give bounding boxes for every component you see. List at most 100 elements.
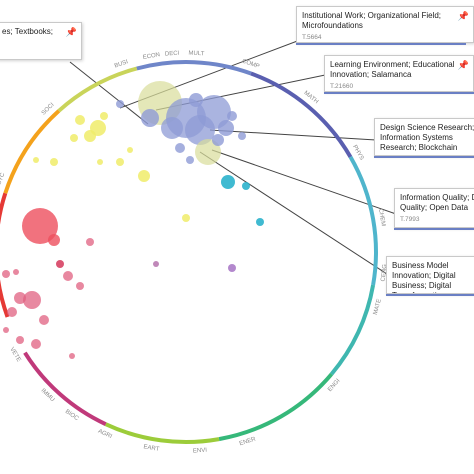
subject-ring xyxy=(0,60,378,444)
topic-bubble[interactable] xyxy=(31,339,41,349)
subject-label: ENVI xyxy=(193,448,208,455)
topic-bubble[interactable] xyxy=(227,111,237,121)
ring-segment xyxy=(3,109,61,194)
subject-label: EART xyxy=(143,444,160,453)
ring-segment xyxy=(329,284,376,376)
topic-bubble[interactable] xyxy=(161,117,183,139)
pin-icon[interactable]: 📌 xyxy=(457,60,469,70)
topic-bubble[interactable] xyxy=(141,109,159,127)
subject-label: ECON xyxy=(142,52,160,61)
topic-bubble[interactable] xyxy=(228,264,236,272)
tooltip-title: Design Science Research; Information Sys… xyxy=(380,123,474,152)
topic-bubble[interactable] xyxy=(56,260,64,268)
topic-bubble[interactable] xyxy=(182,214,190,222)
topic-bubble[interactable] xyxy=(212,134,224,146)
topic-bubble[interactable] xyxy=(3,327,9,333)
topic-bubble[interactable] xyxy=(33,157,39,163)
tooltip-title: Learning Environment; Educational Innova… xyxy=(330,60,455,79)
tooltip-2[interactable]: Learning Environment; Educational Innova… xyxy=(324,55,474,92)
tooltip-id: T.7993 xyxy=(400,216,420,223)
tooltip-5-accent xyxy=(386,294,474,296)
ring-segment xyxy=(250,71,353,159)
topic-bubble[interactable] xyxy=(50,158,58,166)
pin-icon[interactable]: 📌 xyxy=(65,27,77,37)
subject-label: VETE xyxy=(8,347,21,364)
subject-label: BUSI xyxy=(114,59,130,69)
subject-label: ENER xyxy=(239,436,257,447)
topic-bubble[interactable] xyxy=(97,159,103,165)
topic-bubble[interactable] xyxy=(14,292,26,304)
topic-bubble[interactable] xyxy=(39,315,49,325)
topic-bubble[interactable] xyxy=(153,261,159,267)
connector-line xyxy=(211,149,397,215)
connector-line xyxy=(209,129,377,141)
ring-segment xyxy=(104,422,220,444)
topic-bubble[interactable] xyxy=(175,143,185,153)
topic-bubble[interactable] xyxy=(242,182,250,190)
topic-bubble[interactable] xyxy=(86,238,94,246)
tooltip-0[interactable]: es; Textbooks; 📌 xyxy=(0,22,82,60)
tooltip-3[interactable]: Design Science Research; Information Sys… xyxy=(374,118,474,156)
topic-bubble[interactable] xyxy=(218,120,234,136)
topic-bubble[interactable] xyxy=(221,175,235,189)
tooltip-id: T.5664 xyxy=(302,34,322,41)
tooltip-1-accent xyxy=(296,43,466,45)
tooltip-4-accent xyxy=(394,228,474,230)
tooltip-title: Institutional Work; Organizational Field… xyxy=(302,11,442,30)
topic-bubble[interactable] xyxy=(238,132,246,140)
topic-bubble[interactable] xyxy=(189,93,203,107)
ring-segment xyxy=(57,66,138,113)
ring-segment xyxy=(218,372,334,442)
connector-line xyxy=(199,151,391,277)
topic-bubble[interactable] xyxy=(138,170,150,182)
ring-segment xyxy=(136,60,252,76)
topic-bubble[interactable] xyxy=(23,291,41,309)
topic-bubble[interactable] xyxy=(70,134,78,142)
subject-label: MULT xyxy=(188,50,205,57)
topic-bubble[interactable] xyxy=(22,208,58,244)
topic-bubble[interactable] xyxy=(127,147,133,153)
subject-label: ENGI xyxy=(327,378,341,393)
tooltip-title: Business Model Innovation; Digital Busin… xyxy=(392,261,456,293)
tooltip-title: Information Quality; Data Quality; Open … xyxy=(400,193,474,212)
topic-bubble[interactable] xyxy=(16,336,24,344)
topic-bubble[interactable] xyxy=(84,130,96,142)
topic-bubble[interactable] xyxy=(100,112,108,120)
tooltip-3-accent xyxy=(374,156,474,158)
tooltip-5[interactable]: Business Model Innovation; Digital Busin… xyxy=(386,256,474,294)
subject-label: DECI xyxy=(165,51,180,58)
ring-segment xyxy=(23,351,107,427)
subject-label: CHEM xyxy=(377,208,386,226)
topic-bubble[interactable] xyxy=(63,271,73,281)
topic-bubble[interactable] xyxy=(185,115,215,145)
connector-line xyxy=(69,61,149,125)
subject-label: COMP xyxy=(241,59,260,71)
subject-label: CENG xyxy=(381,264,389,282)
tooltip-1[interactable]: Institutional Work; Organizational Field… xyxy=(296,6,474,43)
topic-bubble[interactable] xyxy=(186,156,194,164)
topic-bubble[interactable] xyxy=(7,307,17,317)
topic-bubble[interactable] xyxy=(48,234,60,246)
subject-label: MATE xyxy=(373,298,383,315)
tooltip-title: es; Textbooks; xyxy=(2,27,53,36)
topic-bubble[interactable] xyxy=(2,270,10,278)
tooltip-id: T.21660 xyxy=(330,83,354,90)
topic-bubble[interactable] xyxy=(13,269,19,275)
tooltip-4[interactable]: Information Quality; Data Quality; Open … xyxy=(394,188,474,228)
ring-segment xyxy=(348,156,378,286)
subject-label: AGRI xyxy=(97,429,113,441)
topic-bubbles xyxy=(2,81,264,359)
ring-segment xyxy=(0,192,10,318)
topic-bubble[interactable] xyxy=(76,282,84,290)
topic-bubble[interactable] xyxy=(116,158,124,166)
topic-bubble[interactable] xyxy=(75,115,85,125)
subject-label: BIOC xyxy=(64,409,80,423)
topic-bubble[interactable] xyxy=(69,353,75,359)
tooltip-2-accent xyxy=(324,92,474,94)
topic-bubble[interactable] xyxy=(116,100,124,108)
subject-label: PSYC xyxy=(0,172,7,190)
topic-bubble[interactable] xyxy=(256,218,264,226)
pin-icon[interactable]: 📌 xyxy=(457,11,469,21)
topic-bubble[interactable] xyxy=(195,139,221,165)
